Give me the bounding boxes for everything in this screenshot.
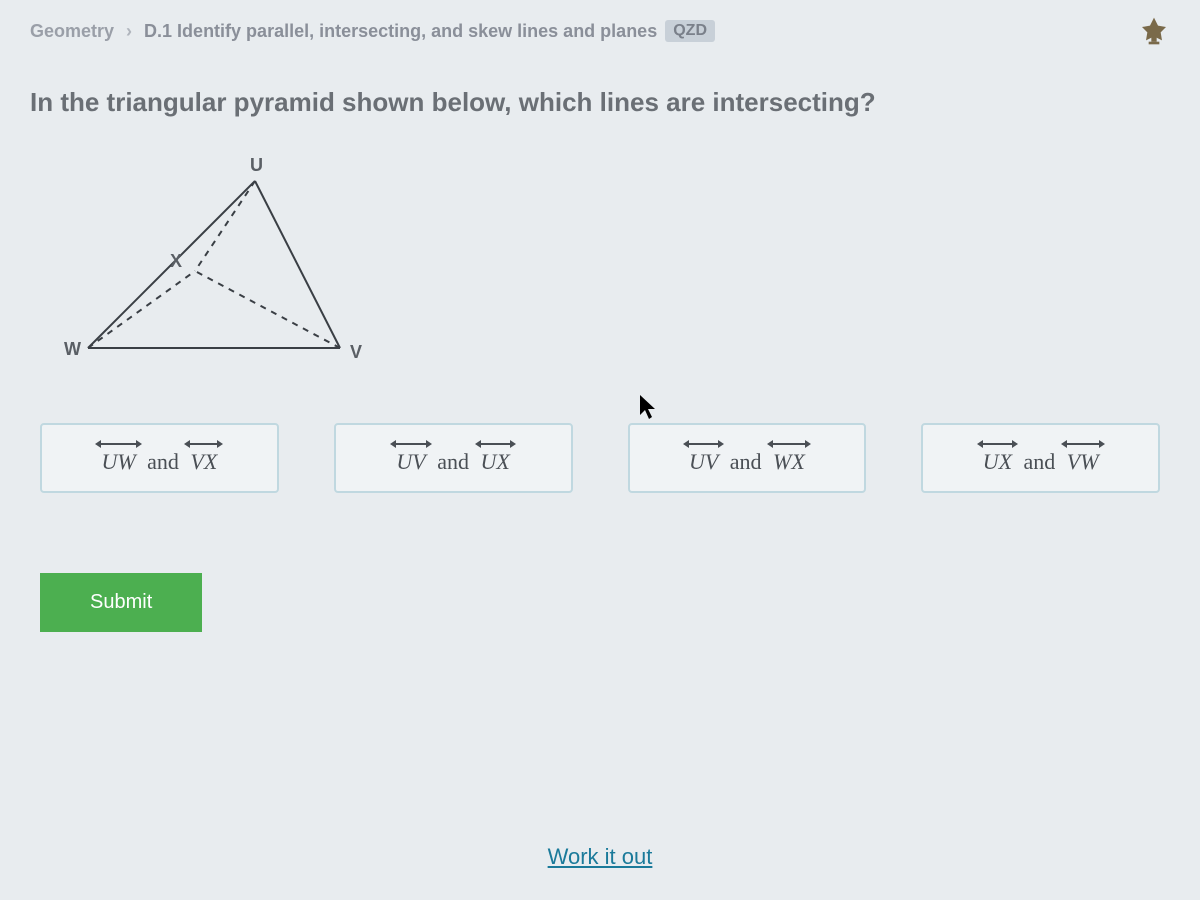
content-area: In the triangular pyramid shown below, w…: [0, 57, 1200, 632]
and-text: and: [437, 449, 469, 474]
work-it-out-link[interactable]: Work it out: [548, 844, 653, 869]
line-notation: UX: [481, 441, 510, 475]
question-text: In the triangular pyramid shown below, w…: [30, 87, 1170, 118]
breadcrumb: Geometry › D.1 Identify parallel, inters…: [30, 20, 715, 42]
option-3[interactable]: UV and WX: [628, 423, 867, 493]
line-notation: VX: [190, 441, 217, 475]
breadcrumb-code: QZD: [665, 20, 715, 42]
line-notation: WX: [773, 441, 805, 475]
line-notation: UX: [983, 441, 1012, 475]
line-notation: UV: [689, 441, 718, 475]
diagram-svg: U V W X: [60, 153, 380, 373]
and-text: and: [147, 449, 179, 474]
trophy-area: [1138, 15, 1170, 47]
option-line2: VX: [190, 449, 217, 474]
option-1[interactable]: UW and VX: [40, 423, 279, 493]
option-line2: VW: [1067, 449, 1099, 474]
edge-uv: [255, 181, 340, 348]
option-line1: UV: [689, 449, 718, 474]
option-line2: UX: [481, 449, 510, 474]
edge-ux: [195, 181, 255, 271]
breadcrumb-subject[interactable]: Geometry: [30, 21, 114, 42]
vertex-label-u: U: [250, 155, 263, 175]
vertex-label-x: X: [170, 251, 182, 271]
option-2[interactable]: UV and UX: [334, 423, 573, 493]
options-row: UW and VX UV and UX UV and WX UX and VW: [30, 423, 1170, 493]
line-notation: UV: [396, 441, 425, 475]
line-notation: VW: [1067, 441, 1099, 475]
and-text: and: [730, 449, 762, 474]
line-notation: UW: [101, 441, 135, 475]
trophy-icon: [1138, 15, 1170, 47]
breadcrumb-separator: ›: [126, 21, 132, 42]
option-line1: UW: [101, 449, 135, 474]
option-line1: UV: [396, 449, 425, 474]
option-line2: WX: [773, 449, 805, 474]
and-text: and: [1024, 449, 1056, 474]
cursor-icon: [640, 395, 660, 421]
submit-button[interactable]: Submit: [40, 573, 202, 632]
footer: Work it out: [0, 844, 1200, 870]
edge-wx: [88, 271, 195, 348]
edge-vx: [195, 271, 340, 348]
vertex-label-v: V: [350, 342, 362, 362]
option-line1: UX: [983, 449, 1012, 474]
pyramid-diagram: U V W X: [60, 153, 380, 373]
header-bar: Geometry › D.1 Identify parallel, inters…: [0, 0, 1200, 57]
submit-row: Submit: [30, 573, 1170, 632]
breadcrumb-topic[interactable]: D.1 Identify parallel, intersecting, and…: [144, 21, 657, 42]
option-4[interactable]: UX and VW: [921, 423, 1160, 493]
vertex-label-w: W: [64, 339, 81, 359]
